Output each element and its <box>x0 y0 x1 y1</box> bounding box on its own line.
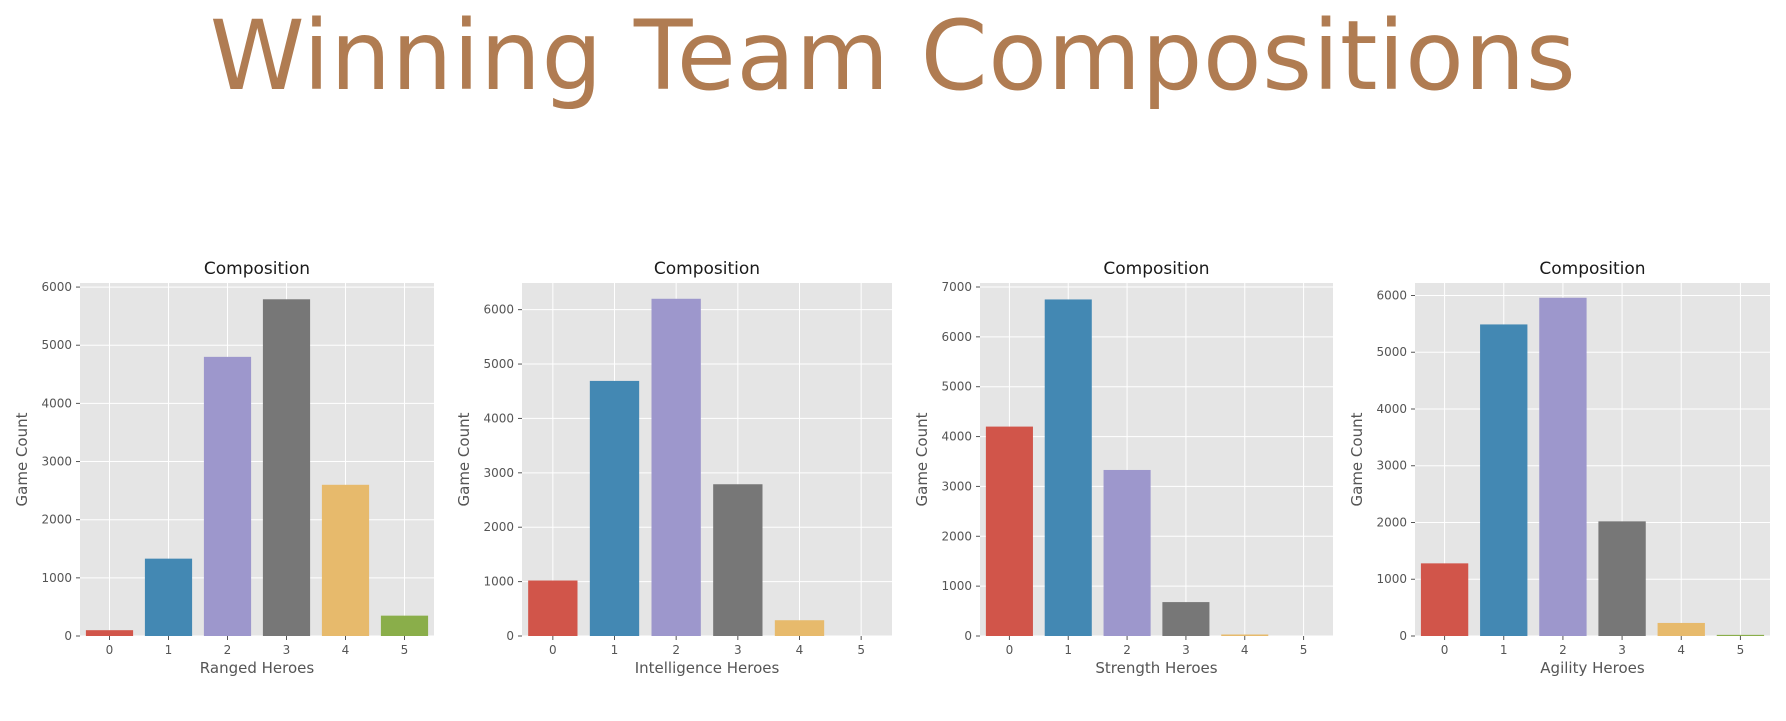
bar-4 <box>1221 634 1269 636</box>
x-tick-label: 1 <box>611 643 619 657</box>
x-tick-label: 3 <box>1618 643 1626 657</box>
bar-4 <box>1657 622 1705 636</box>
x-axis-label: Ranged Heroes <box>200 659 315 677</box>
y-tick-label: 4000 <box>483 411 514 425</box>
bar-0 <box>985 426 1033 636</box>
bar-3 <box>1598 521 1646 636</box>
y-tick-label: 0 <box>964 629 972 643</box>
subplot-4: 0 1000 2000 3000 4000 5000 6000 0 1 2 3 4 5 Compositi… <box>1348 259 1770 677</box>
y-tick-label: 0 <box>64 629 72 643</box>
x-tick-label: 5 <box>401 643 409 657</box>
x-tick-label: 1 <box>1064 643 1072 657</box>
y-tick-label: 2000 <box>41 513 72 527</box>
bar-5 <box>1716 634 1765 636</box>
x-tick-label: 5 <box>1737 643 1745 657</box>
x-tick-label: 4 <box>1677 643 1685 657</box>
bar-1 <box>1044 299 1092 636</box>
y-tick-label: 6000 <box>941 330 972 344</box>
x-axis-label: Strength Heroes <box>1095 659 1217 677</box>
x-tick-label: 3 <box>734 643 742 657</box>
bar-1 <box>144 558 193 636</box>
y-tick-label: 1000 <box>941 579 972 593</box>
y-tick-label: 3000 <box>483 466 514 480</box>
x-tick-label: 3 <box>283 643 291 657</box>
bar-1 <box>589 380 640 636</box>
y-tick-label: 0 <box>506 629 514 643</box>
y-axis-label: Game Count <box>913 412 931 506</box>
y-tick-label: 1000 <box>41 571 72 585</box>
x-tick-label: 2 <box>224 643 232 657</box>
y-axis-label: Game Count <box>455 412 473 506</box>
bar-4 <box>774 620 825 636</box>
y-axis-label: Game Count <box>1348 412 1366 506</box>
bar-4 <box>321 484 370 636</box>
subplot-3: 0 1000 2000 3000 4000 5000 6000 7000 0 1 2 3 4 5 Compo… <box>913 259 1333 677</box>
subplot-title: Composition <box>654 259 760 279</box>
x-tick-label: 2 <box>1123 643 1131 657</box>
bar-2 <box>1539 297 1587 636</box>
subplot-title: Composition <box>1539 259 1645 279</box>
x-tick-label: 0 <box>549 643 557 657</box>
y-tick-label: 7000 <box>941 280 972 294</box>
y-tick-label: 5000 <box>941 380 972 394</box>
bar-3 <box>1162 602 1210 636</box>
x-tick-label: 0 <box>1006 643 1014 657</box>
y-tick-label: 3000 <box>941 479 972 493</box>
subplot-2: 0 1000 2000 3000 4000 5000 6000 0 1 2 3 4 5 Compositi… <box>455 259 892 677</box>
plot-area <box>980 283 1333 636</box>
bar-0 <box>85 630 134 636</box>
y-tick-label: 5000 <box>41 338 72 352</box>
y-tick-label: 6000 <box>41 280 72 294</box>
x-tick-label: 4 <box>796 643 804 657</box>
y-axis-label: Game Count <box>13 412 31 506</box>
x-tick-label: 1 <box>1500 643 1508 657</box>
bar-5 <box>380 615 429 636</box>
y-tick-label: 5000 <box>1376 345 1407 359</box>
subplot-title: Composition <box>1103 259 1209 279</box>
y-tick-label: 1000 <box>1376 572 1407 586</box>
y-tick-label: 2000 <box>483 520 514 534</box>
bar-0 <box>1420 563 1469 636</box>
x-tick-label: 2 <box>1559 643 1567 657</box>
x-tick-label: 4 <box>1241 643 1249 657</box>
x-tick-label: 0 <box>106 643 114 657</box>
bar-0 <box>528 580 578 636</box>
y-tick-label: 0 <box>1399 629 1407 643</box>
plot-area <box>522 283 892 636</box>
x-axis-label: Agility Heroes <box>1540 659 1645 677</box>
bar-2 <box>651 298 701 636</box>
bar-2 <box>203 356 252 636</box>
y-tick-label: 2000 <box>941 529 972 543</box>
x-tick-label: 2 <box>672 643 680 657</box>
y-tick-label: 3000 <box>41 455 72 469</box>
y-tick-label: 5000 <box>483 357 514 371</box>
y-tick-label: 4000 <box>41 396 72 410</box>
x-tick-label: 3 <box>1182 643 1190 657</box>
y-tick-label: 1000 <box>483 575 514 589</box>
x-axis-label: Intelligence Heroes <box>635 659 780 677</box>
y-tick-label: 4000 <box>941 430 972 444</box>
x-tick-label: 0 <box>1441 643 1449 657</box>
y-tick-label: 6000 <box>1376 288 1407 302</box>
x-tick-label: 5 <box>857 643 865 657</box>
subplot-title: Composition <box>204 259 310 279</box>
x-tick-label: 4 <box>342 643 350 657</box>
bar-1 <box>1480 324 1528 636</box>
bar-2 <box>1103 469 1151 636</box>
y-tick-label: 4000 <box>1376 402 1407 416</box>
x-tick-label: 5 <box>1300 643 1308 657</box>
x-tick-label: 1 <box>165 643 173 657</box>
plot-area <box>80 283 434 636</box>
y-tick-label: 3000 <box>1376 459 1407 473</box>
bar-3 <box>713 484 763 636</box>
subplot-1: 0 1000 2000 3000 4000 5000 6000 0 1 2 3 4 5 Compositi… <box>13 259 434 677</box>
plot-area <box>1415 283 1770 636</box>
figure-title: Winning Team Compositions <box>209 0 1577 112</box>
y-tick-label: 6000 <box>483 303 514 317</box>
y-tick-label: 2000 <box>1376 515 1407 529</box>
bar-3 <box>262 299 311 636</box>
